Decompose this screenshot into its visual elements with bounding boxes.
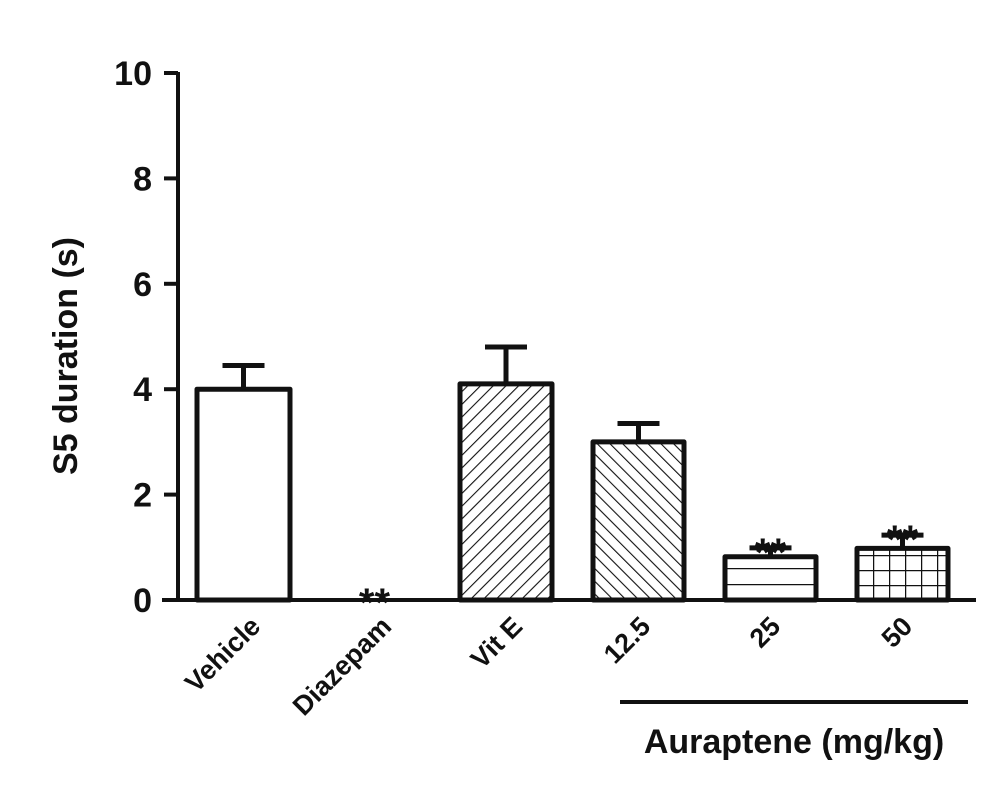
y-tick-label: 8 bbox=[133, 160, 152, 198]
significance-marker: ** bbox=[887, 518, 919, 562]
y-tick-label: 6 bbox=[133, 266, 152, 304]
x-tick-label: 50 bbox=[876, 611, 918, 653]
category-labels: Vehicle Diazepam Vit E 12.5 25 50 bbox=[179, 611, 918, 721]
bar-diazepam: ** bbox=[359, 581, 391, 625]
group-label: Auraptene (mg/kg) bbox=[644, 723, 944, 761]
y-tick-label: 0 bbox=[133, 582, 152, 620]
y-tick-label: 2 bbox=[133, 477, 152, 515]
bar-25: ** bbox=[722, 531, 819, 603]
x-tick-label: 12.5 bbox=[598, 611, 656, 669]
bar-12-5 bbox=[590, 420, 687, 603]
x-tick-label: Vehicle bbox=[179, 611, 266, 698]
bar-50: ** bbox=[854, 518, 951, 603]
bar-vehicle bbox=[194, 362, 293, 603]
x-tick-label: Vit E bbox=[465, 611, 528, 674]
y-tick-label: 4 bbox=[133, 371, 152, 409]
bar-vit-e bbox=[457, 344, 555, 603]
bars: ** ** ** bbox=[194, 344, 951, 625]
group-bracket: Auraptene (mg/kg) bbox=[620, 700, 968, 761]
significance-marker: ** bbox=[359, 581, 391, 625]
y-axis: 0 2 4 6 8 10 bbox=[114, 55, 180, 620]
x-tick-label: Diazepam bbox=[287, 611, 397, 721]
significance-marker: ** bbox=[755, 531, 787, 575]
x-tick-label: 25 bbox=[744, 611, 786, 653]
y-axis-title: S5 duration (s) bbox=[47, 237, 85, 475]
y-tick-label: 10 bbox=[114, 55, 152, 93]
